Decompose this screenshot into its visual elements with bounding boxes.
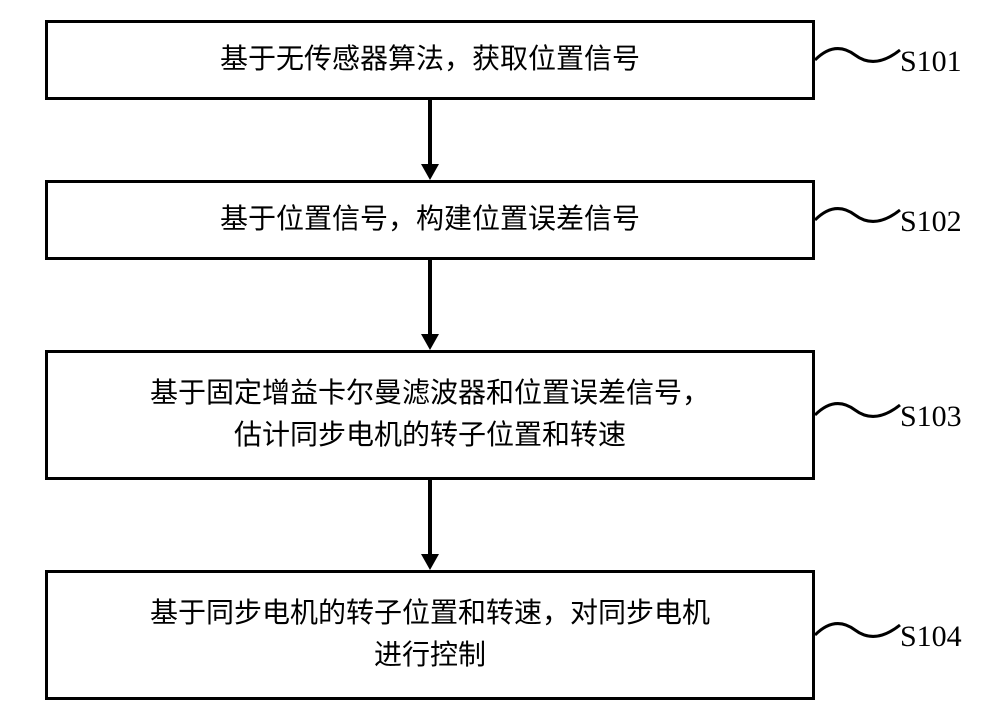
step-label-s102: S102: [900, 205, 962, 239]
flow-node-text: 基于同步电机的转子位置和转速，对同步电机进行控制: [150, 593, 710, 677]
flow-node-s104: 基于同步电机的转子位置和转速，对同步电机进行控制: [45, 570, 815, 700]
arrow-line: [428, 260, 432, 334]
arrow-line: [428, 100, 432, 164]
step-label-s103: S103: [900, 400, 962, 434]
flow-node-s103: 基于固定增益卡尔曼滤波器和位置误差信号，估计同步电机的转子位置和转速: [45, 350, 815, 480]
arrow-head-icon: [421, 334, 439, 350]
flow-node-text: 基于位置信号，构建位置误差信号: [220, 199, 640, 241]
arrow-line: [428, 480, 432, 554]
flow-node-s102: 基于位置信号，构建位置误差信号: [45, 180, 815, 260]
arrow-head-icon: [421, 554, 439, 570]
connector-path: [815, 209, 900, 222]
flow-node-text: 基于固定增益卡尔曼滤波器和位置误差信号，估计同步电机的转子位置和转速: [150, 373, 710, 457]
connector-path: [815, 404, 900, 417]
connector-path: [815, 624, 900, 637]
step-label-s101: S101: [900, 45, 962, 79]
connector-path: [815, 49, 900, 62]
flow-node-s101: 基于无传感器算法，获取位置信号: [45, 20, 815, 100]
flowchart-canvas: 基于无传感器算法，获取位置信号 S101 基于位置信号，构建位置误差信号 S10…: [0, 0, 1000, 721]
step-label-s104: S104: [900, 620, 962, 654]
arrow-head-icon: [421, 164, 439, 180]
flow-node-text: 基于无传感器算法，获取位置信号: [220, 39, 640, 81]
